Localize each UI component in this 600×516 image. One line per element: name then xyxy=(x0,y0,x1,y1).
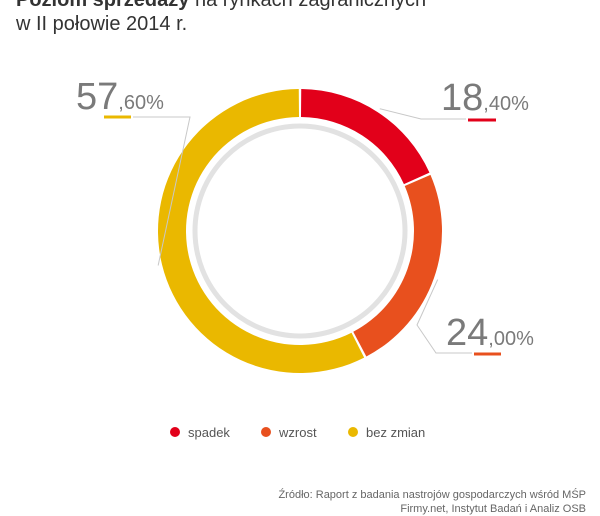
slice-spadek xyxy=(300,89,430,185)
legend-marker-wzrost xyxy=(261,427,271,437)
value-label-spadek: 18,40% xyxy=(441,77,529,119)
leader-line-bez-zmian xyxy=(133,116,191,266)
value-label-int: 18 xyxy=(441,77,483,119)
inner-ring xyxy=(192,123,408,339)
slice-bez-zmian xyxy=(158,89,365,374)
value-label-dec: ,40% xyxy=(483,93,529,115)
donut-slices xyxy=(158,89,442,374)
leader-line-spadek xyxy=(379,108,466,120)
value-labels: 18,40% 24,00% 57,60% xyxy=(76,76,534,356)
chart-title: Poziom sprzedaży na rynkach zagranicznyc… xyxy=(16,0,426,36)
value-label-dec: ,00% xyxy=(488,328,534,350)
donut-chart: 18,40% 24,00% 57,60% spadek wzrost bez zmian xyxy=(76,76,534,440)
value-label-wzrost: 24,00% xyxy=(446,312,534,354)
legend-label-spadek: spadek xyxy=(188,425,230,440)
legend-label-bez-zmian: bez zmian xyxy=(366,425,425,440)
value-label-bez-zmian: 57,60% xyxy=(76,76,164,118)
value-label-int: 57 xyxy=(76,76,118,118)
value-label-dec: ,60% xyxy=(118,92,164,114)
source-line-1: Źródło: Raport z badania nastrojów gospo… xyxy=(278,489,586,501)
slice-wzrost xyxy=(353,174,442,357)
source-line-2: Firmy.net, Instytut Badań i Analiz OSB xyxy=(400,503,586,515)
title-bold: Poziom sprzedaży xyxy=(16,0,190,11)
legend-label-wzrost: wzrost xyxy=(278,425,317,440)
leader-line-wzrost xyxy=(416,279,472,354)
legend-marker-bez-zmian xyxy=(348,427,358,437)
legend-marker-spadek xyxy=(170,427,180,437)
title-line-2: w II połowie 2014 r. xyxy=(16,13,188,35)
value-label-int: 24 xyxy=(446,312,488,354)
legend: spadek wzrost bez zmian xyxy=(170,425,425,440)
title-rest: na rynkach zagranicznych xyxy=(189,0,427,11)
